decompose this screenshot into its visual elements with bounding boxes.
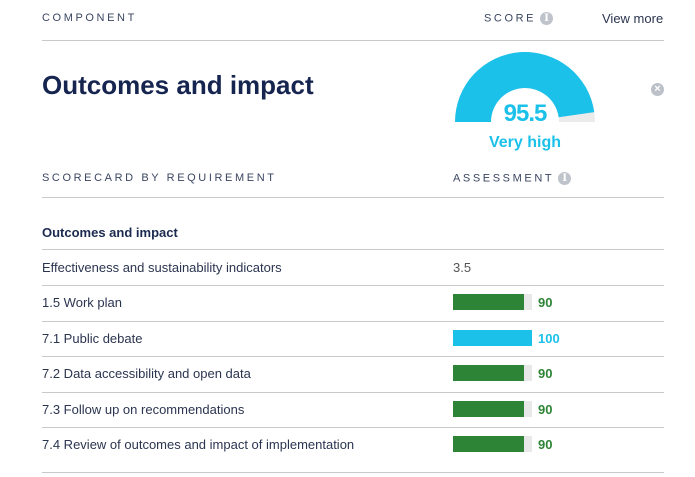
table-bottom-divider — [42, 472, 664, 473]
gauge-rating: Very high — [488, 134, 562, 151]
requirement-label: Effectiveness and sustainability indicat… — [42, 260, 282, 275]
row-divider — [42, 320, 664, 322]
row-divider — [42, 356, 664, 358]
assessment-bar-fill — [453, 365, 525, 382]
assessment-score: 90 — [538, 366, 553, 382]
info-icon[interactable]: i — [540, 12, 554, 25]
assessment-bar-fill — [453, 329, 532, 346]
requirement-label: 7.1 Public debate — [42, 330, 143, 346]
component-title: Outcomes and impact — [42, 70, 314, 100]
score-label-text: SCORE — [484, 12, 537, 25]
assessment-value: 3.5 — [453, 260, 472, 275]
header-divider — [42, 40, 664, 41]
assessment-bar-fill — [453, 294, 525, 311]
assessment-score: 90 — [538, 401, 553, 417]
requirement-label: 7.2 Data accessibility and open data — [42, 366, 251, 382]
assessment-heading-text: ASSESSMENT — [453, 172, 555, 185]
scorecard-divider — [42, 197, 664, 198]
group-title: Outcomes and impact — [42, 225, 178, 240]
view-more-link[interactable]: View more — [602, 11, 664, 26]
assessment-heading: ASSESSMENT i — [453, 172, 572, 185]
group-divider — [42, 249, 664, 250]
assessment-bar-fill — [453, 400, 525, 417]
score-column-label: SCORE i — [484, 12, 554, 25]
assessment-bar — [453, 294, 532, 311]
row-divider — [42, 427, 664, 428]
row-divider — [42, 285, 664, 287]
assessment-score: 90 — [538, 295, 553, 311]
requirement-label: 7.4 Review of outcomes and impact of imp… — [42, 437, 355, 452]
requirement-label: 7.3 Follow up on recommendations — [42, 401, 245, 417]
assessment-bar — [453, 365, 532, 382]
assessment-bar — [453, 436, 532, 452]
assessment-bar — [453, 400, 532, 417]
assessment-score: 100 — [538, 330, 560, 346]
score-gauge — [455, 52, 595, 122]
assessment-score: 90 — [538, 437, 553, 452]
gauge-score-value: 95.5 — [503, 100, 548, 127]
close-icon[interactable]: × — [651, 83, 664, 96]
requirement-label: 1.5 Work plan — [42, 295, 122, 311]
row-divider — [42, 391, 664, 393]
component-column-label: COMPONENT — [42, 12, 137, 24]
info-icon[interactable]: i — [558, 172, 572, 185]
assessment-bar-fill — [453, 436, 525, 452]
assessment-bar — [453, 329, 532, 346]
scorecard-heading: SCORECARD BY REQUIREMENT — [42, 172, 277, 184]
gauge-fill — [455, 52, 595, 122]
